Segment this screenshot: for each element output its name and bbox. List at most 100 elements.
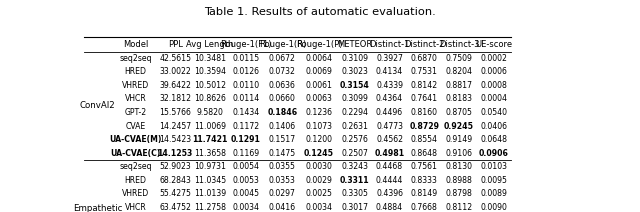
Text: 10.8626: 10.8626 [194,95,226,103]
Text: 0.8988: 0.8988 [445,176,472,185]
Text: 0.0355: 0.0355 [269,162,296,171]
Text: 0.1475: 0.1475 [269,149,296,158]
Text: 0.4981: 0.4981 [374,149,404,158]
Text: 0.8729: 0.8729 [409,121,439,131]
Text: 0.8705: 0.8705 [445,108,472,117]
Text: 11.0139: 11.0139 [194,189,226,198]
Text: seq2seq: seq2seq [119,54,152,63]
Text: 0.0063: 0.0063 [306,95,333,103]
Text: 0.8798: 0.8798 [445,189,472,198]
Text: 0.0648: 0.0648 [480,135,507,144]
Text: 0.0660: 0.0660 [269,95,296,103]
Text: 10.3594: 10.3594 [194,67,226,76]
Text: 0.7509: 0.7509 [445,54,472,63]
Text: 0.8817: 0.8817 [445,81,472,90]
Text: Avg Length: Avg Length [186,40,234,49]
Text: 0.0906: 0.0906 [479,149,509,158]
Text: 0.4773: 0.4773 [376,121,403,131]
Text: 0.1169: 0.1169 [232,149,259,158]
Text: 33.0022: 33.0022 [159,67,191,76]
Text: 14.5423: 14.5423 [159,135,191,144]
Text: 55.4275: 55.4275 [159,189,191,198]
Text: 0.0069: 0.0069 [306,67,333,76]
Text: 0.9149: 0.9149 [445,135,472,144]
Text: VHCR: VHCR [125,95,147,103]
Text: 0.3099: 0.3099 [341,95,368,103]
Text: 68.2843: 68.2843 [159,176,191,185]
Text: 0.8204: 0.8204 [445,67,472,76]
Text: 0.0297: 0.0297 [269,189,296,198]
Text: 0.0114: 0.0114 [232,95,259,103]
Text: 0.3305: 0.3305 [341,189,368,198]
Text: 0.2576: 0.2576 [341,135,368,144]
Text: 11.3658: 11.3658 [194,149,226,158]
Text: 14.2457: 14.2457 [159,121,191,131]
Text: 0.3017: 0.3017 [341,203,368,212]
Text: UE-score: UE-score [475,40,512,49]
Text: 0.0034: 0.0034 [305,203,333,212]
Text: 0.8333: 0.8333 [411,176,438,185]
Text: 0.3023: 0.3023 [341,67,368,76]
Text: 0.8112: 0.8112 [445,203,472,212]
Text: 0.0406: 0.0406 [480,121,507,131]
Text: HRED: HRED [125,67,147,76]
Text: VHRED: VHRED [122,81,149,90]
Text: 10.5012: 10.5012 [194,81,226,90]
Text: 11.2758: 11.2758 [194,203,226,212]
Text: 15.5766: 15.5766 [159,108,191,117]
Text: 0.0090: 0.0090 [480,203,507,212]
Text: 11.0345: 11.0345 [194,176,226,185]
Text: 0.0540: 0.0540 [480,108,507,117]
Text: Distinct-3: Distinct-3 [438,40,479,49]
Text: HRED: HRED [125,176,147,185]
Text: 0.0095: 0.0095 [480,176,507,185]
Text: 0.3154: 0.3154 [340,81,370,90]
Text: 0.0045: 0.0045 [232,189,259,198]
Text: 0.1291: 0.1291 [231,135,260,144]
Text: 0.1073: 0.1073 [305,121,333,131]
Text: 0.0416: 0.0416 [269,203,296,212]
Text: 52.9023: 52.9023 [159,162,191,171]
Text: 42.5615: 42.5615 [159,54,191,63]
Text: CVAE: CVAE [125,121,146,131]
Text: 0.0030: 0.0030 [306,162,333,171]
Text: Distinct-2: Distinct-2 [404,40,444,49]
Text: 0.8160: 0.8160 [411,108,438,117]
Text: UA-CVAE(C): UA-CVAE(C) [111,149,161,158]
Text: 10.9731: 10.9731 [194,162,226,171]
Text: seq2seq: seq2seq [119,162,152,171]
Text: 0.0008: 0.0008 [480,81,507,90]
Text: ConvAI2: ConvAI2 [80,101,116,110]
Text: UA-CVAE(M): UA-CVAE(M) [109,135,162,144]
Text: Distinct-1: Distinct-1 [369,40,410,49]
Text: 0.8648: 0.8648 [411,149,438,158]
Text: 0.8149: 0.8149 [411,189,438,198]
Text: 0.0126: 0.0126 [232,67,259,76]
Text: 0.3243: 0.3243 [341,162,368,171]
Text: 0.2631: 0.2631 [341,121,368,131]
Text: 0.0029: 0.0029 [306,176,333,185]
Text: Model: Model [123,40,148,49]
Text: 0.0025: 0.0025 [306,189,333,198]
Text: 0.6870: 0.6870 [411,54,438,63]
Text: 0.3109: 0.3109 [341,54,368,63]
Text: 0.4339: 0.4339 [376,81,403,90]
Text: 0.2507: 0.2507 [341,149,368,158]
Text: 0.1434: 0.1434 [232,108,259,117]
Text: 0.7668: 0.7668 [411,203,438,212]
Text: 0.7531: 0.7531 [411,67,438,76]
Text: 0.3311: 0.3311 [340,176,369,185]
Text: Table 1. Results of automatic evaluation.: Table 1. Results of automatic evaluation… [204,7,436,17]
Text: 0.0089: 0.0089 [480,189,507,198]
Text: Empathetic
Dialogues: Empathetic Dialogues [73,204,122,212]
Text: 0.9245: 0.9245 [444,121,474,131]
Text: 0.4134: 0.4134 [376,67,403,76]
Text: 0.9106: 0.9106 [445,149,472,158]
Text: 0.0636: 0.0636 [269,81,296,90]
Text: 0.1200: 0.1200 [305,135,333,144]
Text: 0.8183: 0.8183 [445,95,472,103]
Text: 0.4364: 0.4364 [376,95,403,103]
Text: Rouge-1(R): Rouge-1(R) [259,40,306,49]
Text: 0.1245: 0.1245 [304,149,334,158]
Text: 0.0054: 0.0054 [232,162,259,171]
